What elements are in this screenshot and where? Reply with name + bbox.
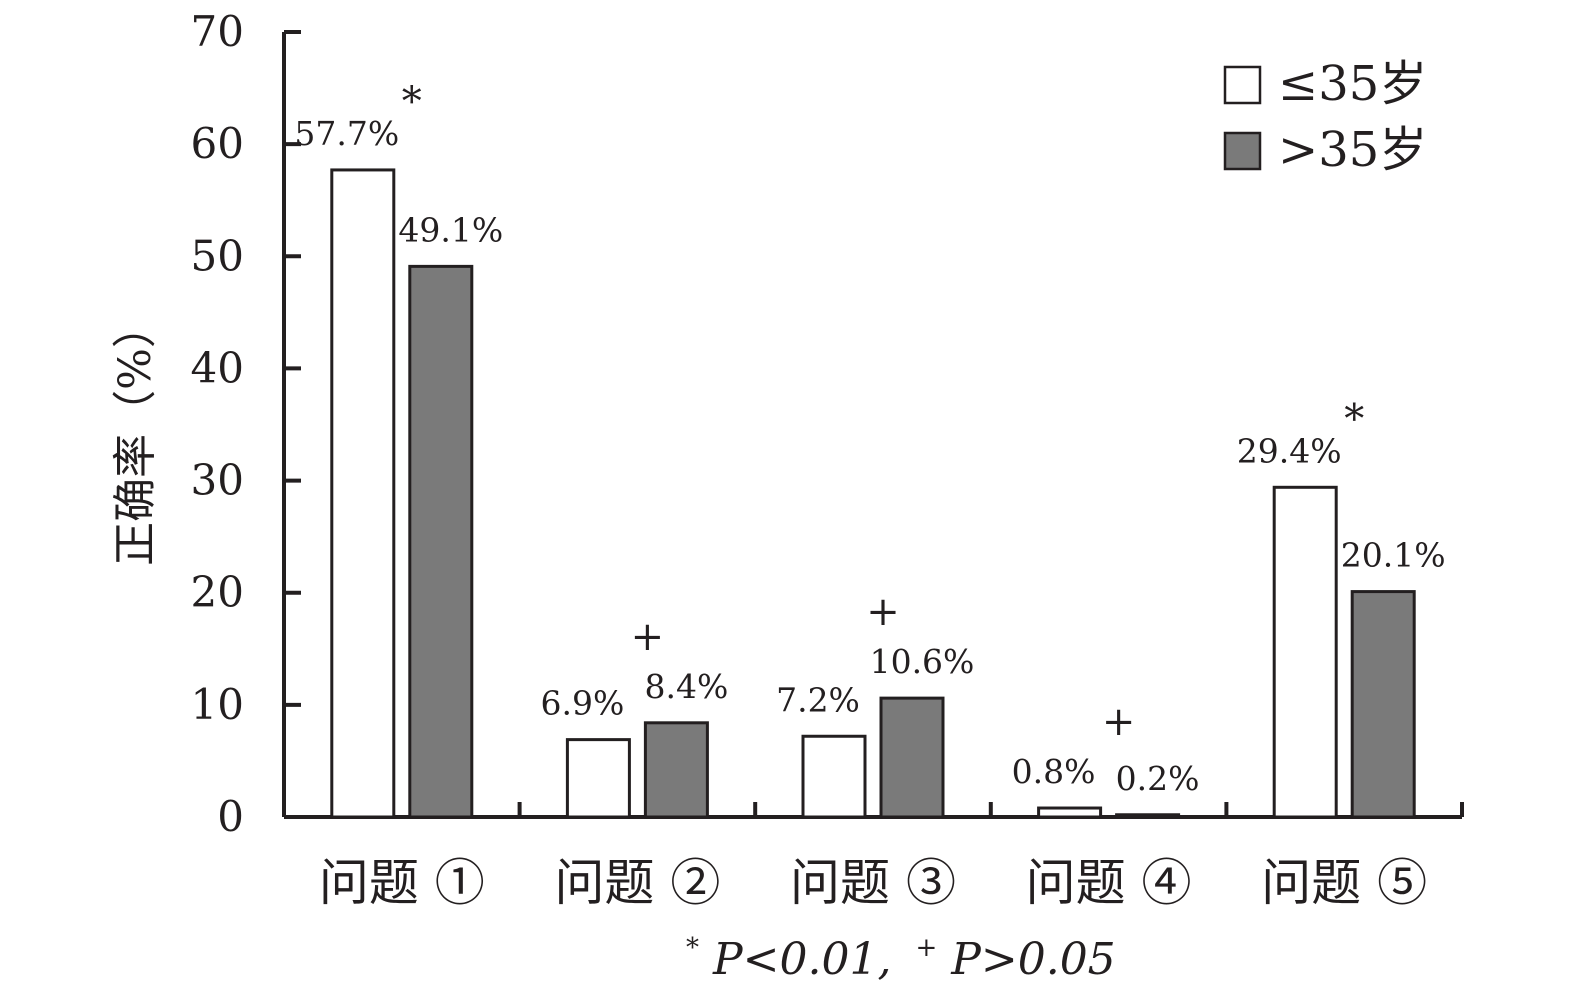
significance-mark: + <box>1102 699 1136 745</box>
data-label: 6.9% <box>540 684 624 723</box>
y-tick-label: 60 <box>191 119 244 168</box>
significance-footnote: * P<0.01, + P>0.05 <box>686 916 1116 985</box>
category-label: 问题 ④ <box>1026 854 1192 912</box>
data-label: 0.8% <box>1012 752 1096 791</box>
y-tick-label: 70 <box>191 7 244 56</box>
significance-mark: + <box>866 589 900 635</box>
bar-le35 <box>1272 485 1338 819</box>
bar-le35 <box>1037 806 1103 819</box>
footnote-ns-symbol: + <box>915 933 937 963</box>
data-labels: 57.7% 49.1% * 6.9% 8.4% +7.2% 10.6% +0.8% 0.2% +2… <box>294 79 1445 798</box>
category-label: 问题 ③ <box>790 854 956 912</box>
legend-swatch-gt35 <box>1223 131 1262 171</box>
footnote-ns-text: P>0.05 <box>950 934 1115 985</box>
legend-label-gt35: >35岁 <box>1278 122 1427 178</box>
bar-le35 <box>330 168 396 819</box>
legend-label-le35: ≤35岁 <box>1278 56 1427 112</box>
y-tick-label: 0 <box>217 792 244 841</box>
bar-gt35 <box>1350 590 1416 819</box>
bar-le35 <box>565 738 631 819</box>
data-label: 57.7% <box>294 114 399 153</box>
category-labels: 问题 ① 问题 ② 问题 ③ 问题 ④ 问题 ⑤ <box>319 854 1427 912</box>
data-label: 7.2% <box>776 680 860 719</box>
legend-swatch-le35 <box>1223 65 1262 105</box>
significance-mark: * <box>1344 396 1364 442</box>
legend: ≤35岁 >35岁 <box>1223 56 1427 178</box>
bar-gt35 <box>879 696 945 819</box>
y-tick-label: 30 <box>191 456 244 505</box>
data-label: 0.2% <box>1116 759 1200 798</box>
y-tick-label: 50 <box>191 231 244 280</box>
y-axis-label: 正确率（%） <box>110 304 161 566</box>
category-label: 问题 ⑤ <box>1261 854 1427 912</box>
data-label: 10.6% <box>870 642 975 681</box>
data-label: 49.1% <box>398 210 503 249</box>
footnote-sig-symbol: * <box>686 933 699 963</box>
data-label: 20.1% <box>1341 536 1446 575</box>
y-tick-label: 20 <box>191 568 244 617</box>
y-tick-label: 40 <box>191 343 244 392</box>
bars <box>330 168 1416 819</box>
axes <box>282 32 1464 819</box>
significance-mark: * <box>402 79 422 125</box>
category-label: 问题 ① <box>319 854 485 912</box>
y-tick-label: 10 <box>191 680 244 729</box>
significance-mark: + <box>631 614 665 660</box>
y-axis-ticks: 0 10 20 30 40 50 60 70 <box>191 7 301 841</box>
bar-le35 <box>801 734 867 819</box>
bar-gt35 <box>643 721 709 819</box>
data-label: 29.4% <box>1237 431 1342 470</box>
footnote-sig-text: P<0.01, <box>712 934 891 985</box>
data-label: 8.4% <box>644 667 728 706</box>
bar-gt35 <box>408 264 474 819</box>
bar-gt35 <box>1115 813 1181 819</box>
category-label: 问题 ② <box>554 854 720 912</box>
